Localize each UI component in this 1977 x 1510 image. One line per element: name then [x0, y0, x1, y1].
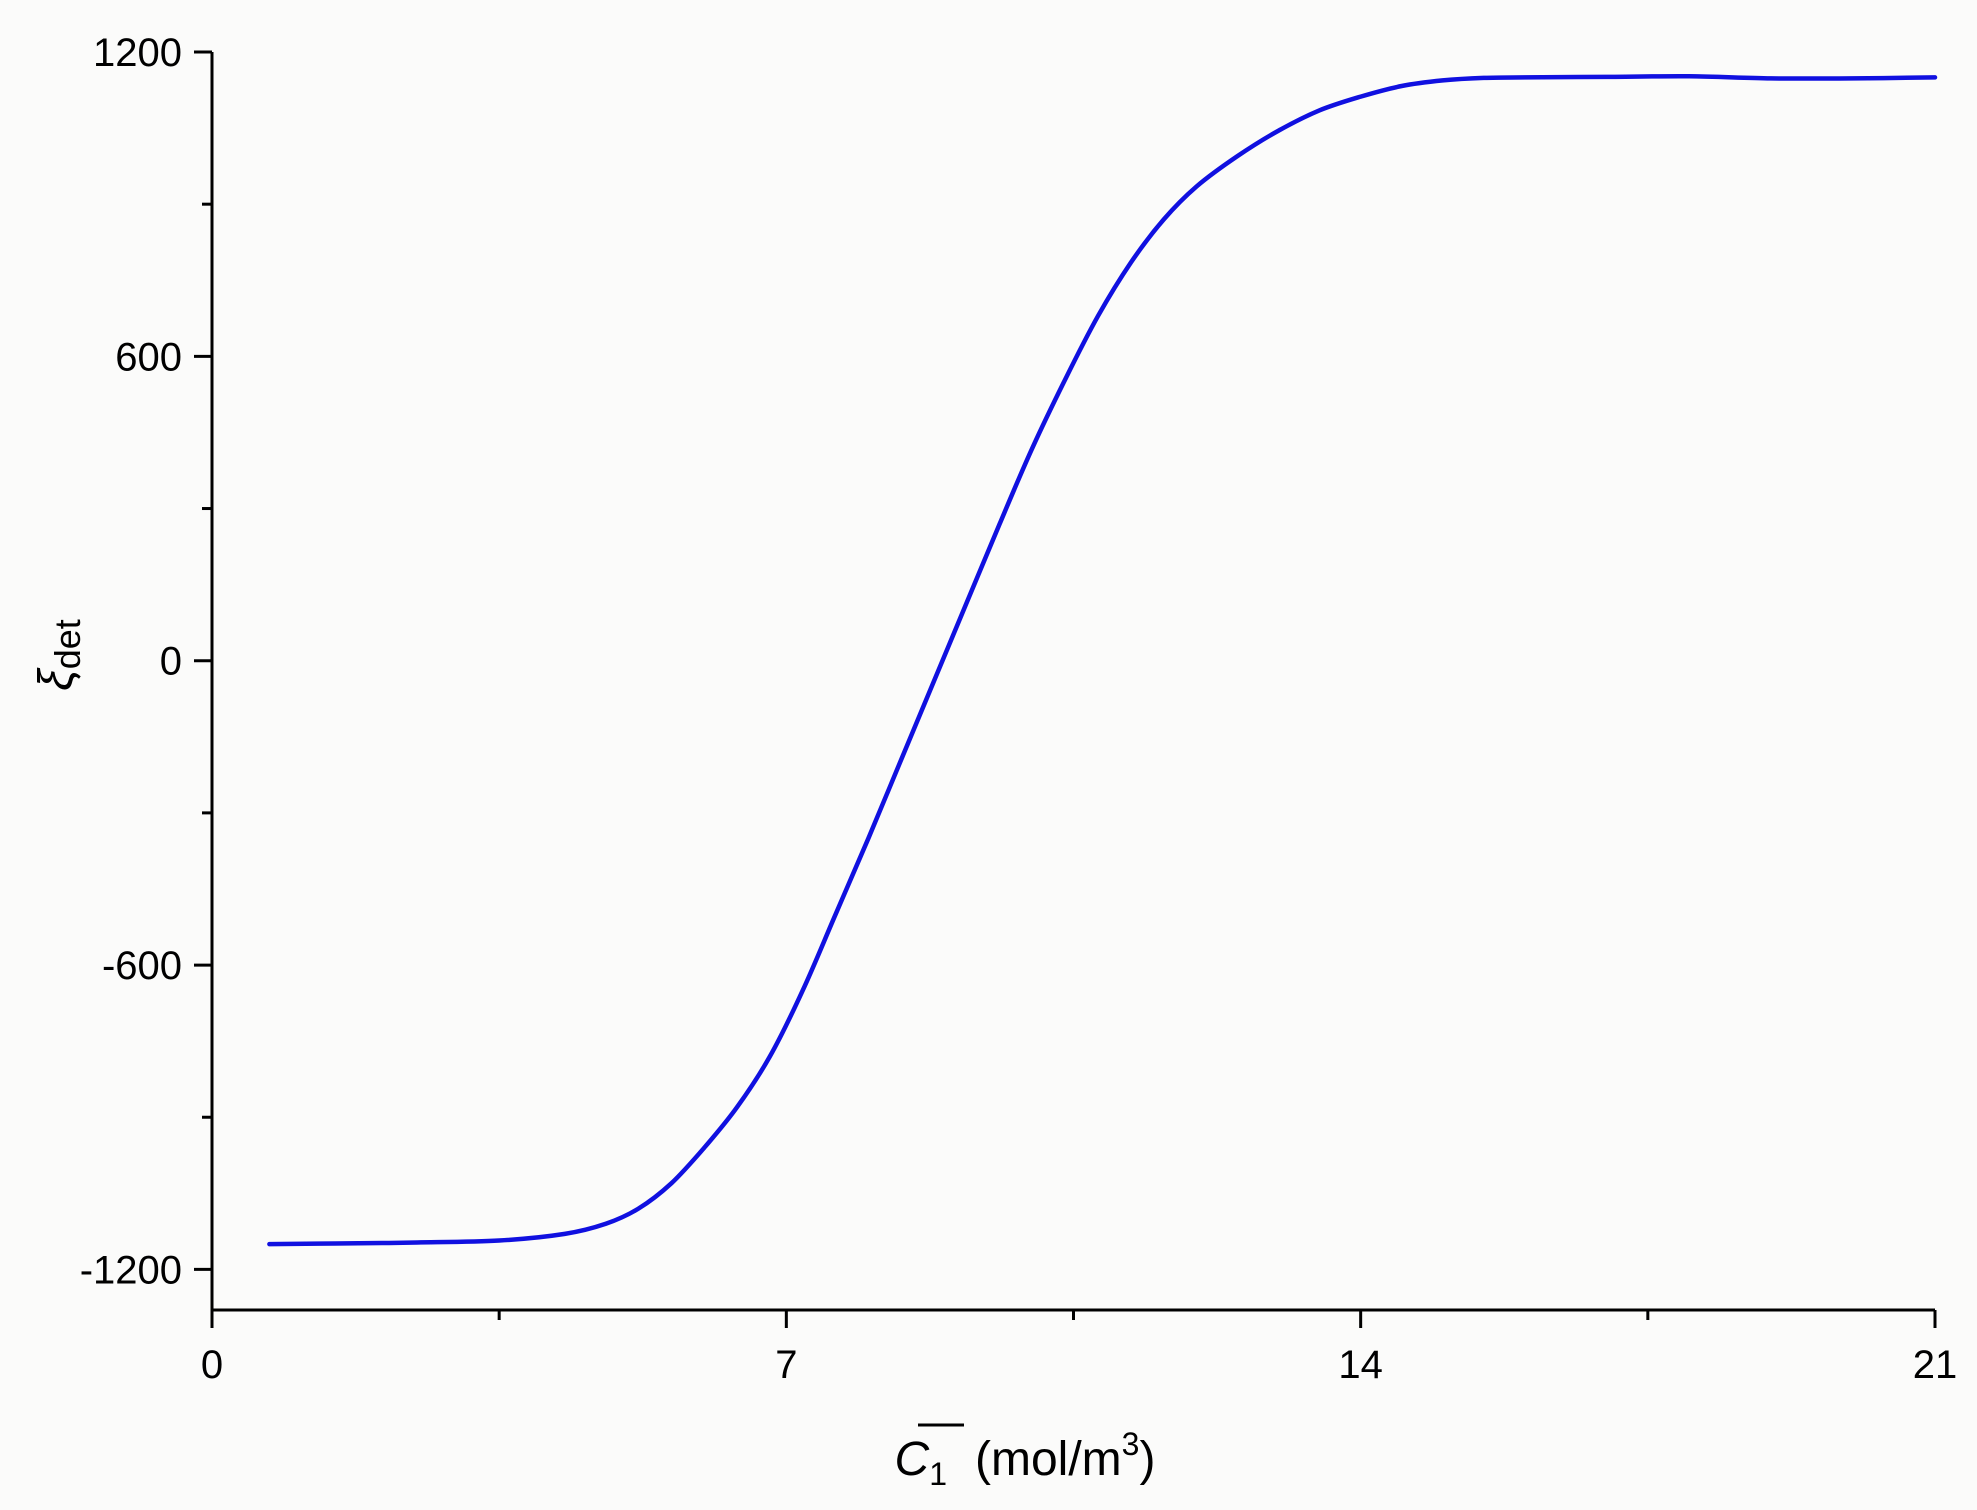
tick-labels: 0 7 14 21 -1200 -600 0 600 1200 [80, 31, 1958, 1387]
y-tick-label: 0 [160, 640, 182, 684]
x-axis-symbol: C [895, 1433, 930, 1486]
x-tick-label: 14 [1338, 1343, 1383, 1387]
y-axis-subscript: det [47, 619, 88, 669]
y-tick-label: -600 [102, 944, 182, 988]
y-tick-label: -1200 [80, 1248, 182, 1292]
y-axis-symbol: ξ [30, 667, 83, 691]
x-axis-unit-suffix: ) [1139, 1433, 1155, 1486]
plot-area [267, 74, 1938, 1247]
x-axis-unit-prefix: (mol/m [975, 1433, 1122, 1486]
y-tick-label: 600 [115, 335, 182, 379]
x-axis-title: C1 (mol/m3) [895, 1426, 1156, 1492]
x-tick-label: 0 [201, 1343, 223, 1387]
x-tick-label: 21 [1913, 1343, 1958, 1387]
x-tick-label: 7 [775, 1343, 797, 1387]
y-axis-title: ξdet [30, 619, 88, 691]
x-axis-unit-superscript: 3 [1122, 1426, 1140, 1462]
y-tick-label: 1200 [93, 31, 182, 75]
x-axis-subscript: 1 [929, 1456, 947, 1492]
data-line-series [267, 74, 1938, 1247]
axes [194, 50, 1937, 1328]
